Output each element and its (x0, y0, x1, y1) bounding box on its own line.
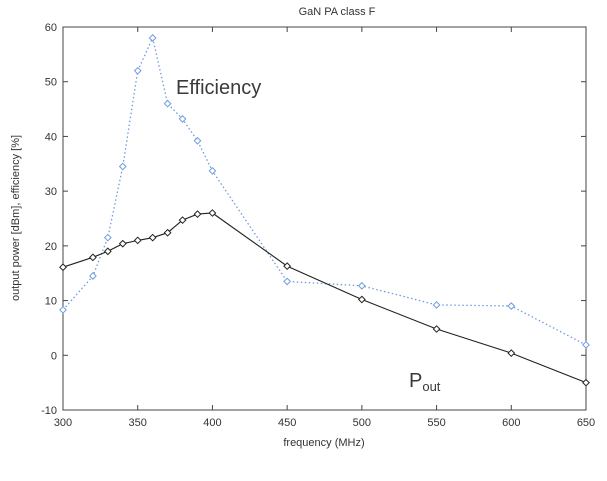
y-tick-label: 20 (45, 241, 57, 253)
pout-marker (432, 325, 441, 333)
pout-annotation: Pout (409, 370, 441, 394)
efficiency-marker (193, 136, 202, 145)
pout-series (59, 209, 590, 387)
x-tick-label: 350 (129, 417, 147, 429)
efficiency-marker (133, 66, 142, 75)
x-tick-label: 650 (577, 417, 595, 429)
pout-marker (357, 295, 366, 304)
pout-marker (59, 263, 67, 272)
y-tick-label: 50 (45, 77, 57, 89)
pout-marker (133, 236, 142, 245)
y-tick-label: 40 (45, 131, 57, 143)
x-axis-label: frequency (MHz) (283, 437, 364, 449)
chart-title: GaN PA class F (299, 6, 376, 18)
y-tick-label: 10 (45, 296, 57, 308)
efficiency-annotation: Efficiency (176, 77, 261, 99)
x-tick-label: 400 (203, 417, 221, 429)
pout-marker (582, 378, 590, 387)
efficiency-marker (163, 99, 172, 108)
efficiency-series (59, 34, 590, 349)
y-tick-label: 60 (45, 22, 57, 34)
y-tick-label: -10 (41, 405, 57, 417)
pout-marker (178, 216, 187, 225)
efficiency-marker (178, 115, 187, 123)
pout-marker (507, 349, 516, 358)
pout-marker (193, 210, 202, 219)
efficiency-marker (103, 233, 112, 242)
efficiency-marker (582, 340, 590, 349)
x-tick-label: 500 (353, 417, 371, 429)
efficiency-marker (357, 281, 366, 290)
plot-area (62, 26, 587, 411)
pout-annotation-main: P (409, 370, 422, 392)
series-layer (59, 34, 590, 387)
pout-annotation-subscript: out (422, 379, 440, 394)
efficiency-marker (208, 166, 217, 175)
y-axis-label: output power [dBm], efficiency [%] (10, 135, 22, 301)
pout-marker (88, 253, 97, 262)
efficiency-marker (118, 162, 127, 171)
x-tick-label: 450 (278, 417, 296, 429)
efficiency-marker (88, 272, 97, 280)
y-tick-label: 0 (51, 350, 57, 362)
efficiency-marker (59, 305, 67, 314)
axes-ticks: 300 350 400 450 500 550 600 650 -10 0 10 20 30 40 50 60 (41, 22, 595, 429)
x-tick-label: 600 (502, 417, 520, 429)
pout-marker (163, 228, 172, 237)
efficiency-marker (283, 277, 292, 286)
pout-marker (103, 247, 112, 256)
pout-marker (118, 239, 127, 248)
x-tick-label: 550 (427, 417, 445, 429)
pout-marker (148, 233, 157, 242)
y-tick-label: 30 (45, 186, 57, 198)
efficiency-marker (432, 301, 441, 309)
pout-marker (283, 262, 292, 271)
efficiency-marker (507, 302, 516, 310)
x-tick-label: 300 (54, 417, 72, 429)
pout-marker (208, 209, 217, 217)
efficiency-marker (148, 34, 157, 42)
